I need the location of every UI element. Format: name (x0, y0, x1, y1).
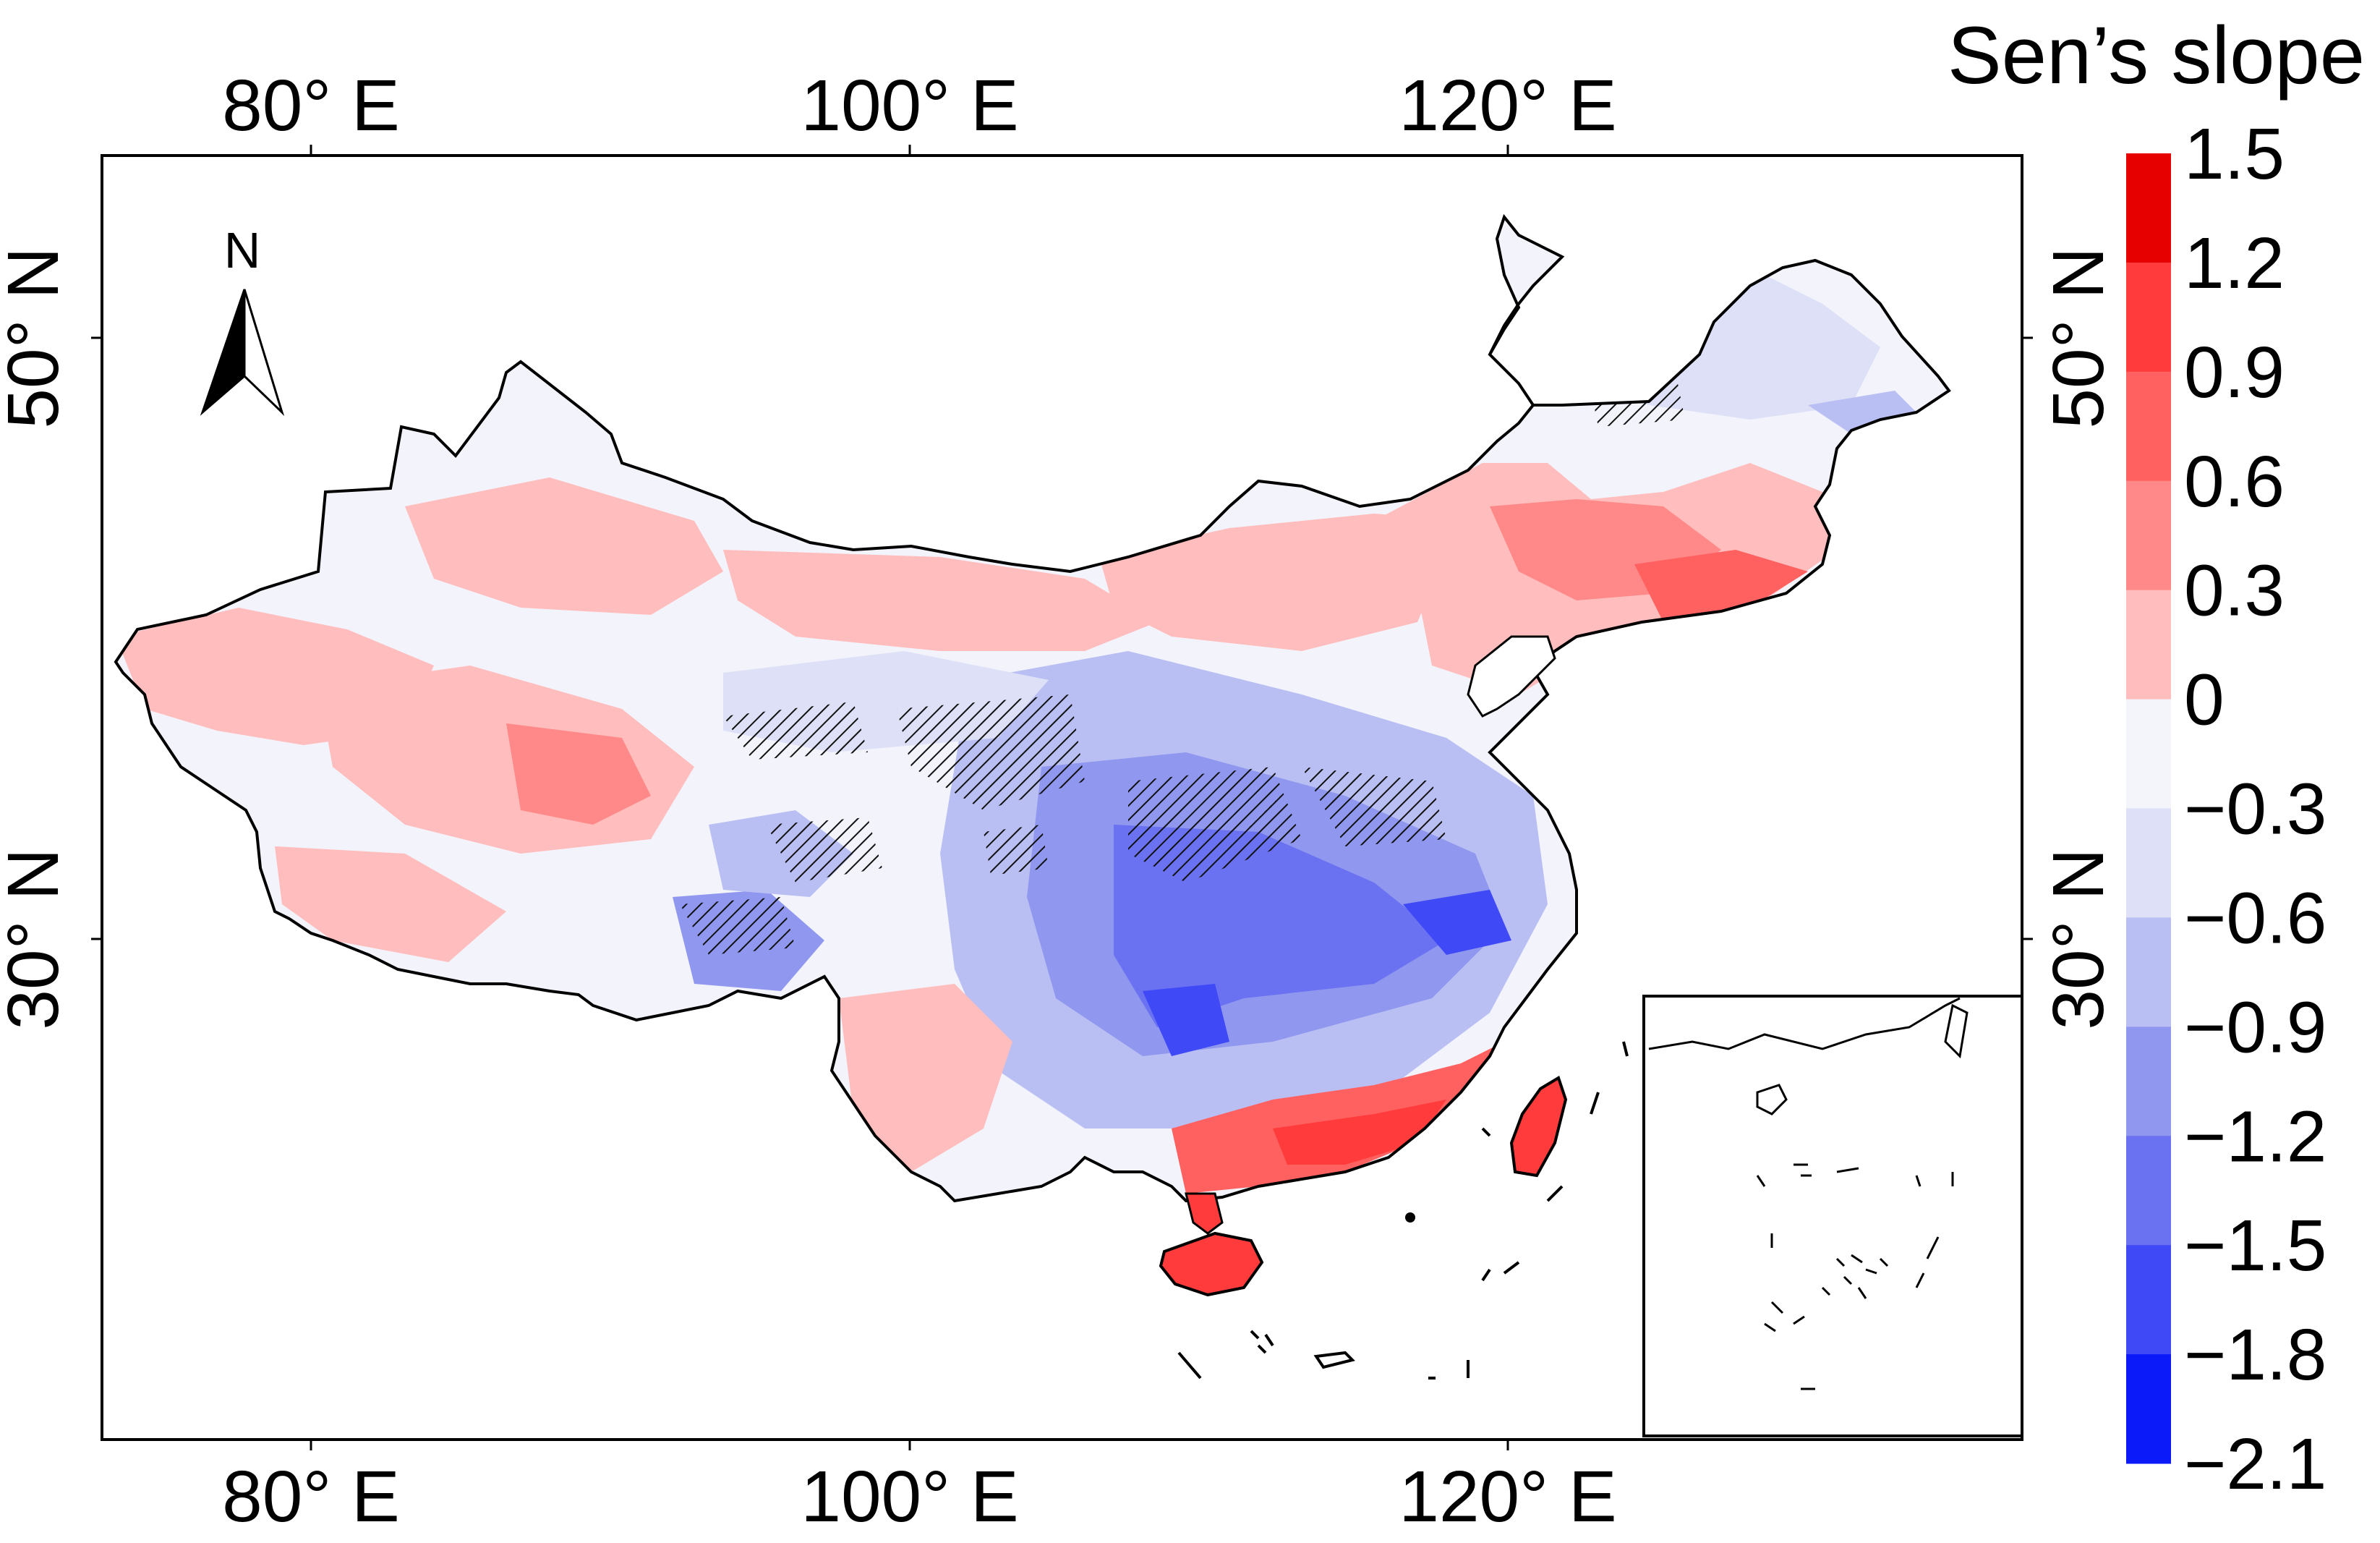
inset-map (1642, 995, 2023, 1437)
legend-tick-label: 0.3 (2184, 551, 2285, 632)
legend-tick-label: 1.5 (2184, 114, 2285, 195)
south-sea-islands (1177, 1041, 1629, 1380)
legend-swatch (2126, 1354, 2171, 1464)
legend-tick-label: −0.6 (2184, 877, 2326, 958)
right-label-30n: 30° N (2038, 848, 2119, 1029)
legend-swatch (2126, 917, 2171, 1027)
legend-swatch (2126, 1026, 2171, 1136)
north-arrow: N (200, 222, 285, 417)
leizhou-peninsula (1185, 1192, 1224, 1235)
right-label-50n: 50° N (2038, 247, 2119, 428)
legend-swatch (2126, 1136, 2171, 1246)
legend-swatch (2126, 371, 2171, 482)
north-arrow-label: N (224, 222, 261, 279)
legend-swatch (2126, 699, 2171, 809)
legend-tick-label: 1.2 (2184, 223, 2285, 304)
bottom-label-120e: 120° E (1399, 1456, 1616, 1537)
bottom-label-80e: 80° E (222, 1456, 400, 1537)
legend-swatch (2126, 808, 2171, 918)
hainan-island (1159, 1231, 1264, 1297)
legend-tick-label: −1.8 (2184, 1314, 2326, 1395)
left-label-50n: 50° N (0, 247, 74, 428)
top-label-80e: 80° E (222, 65, 400, 146)
bottom-label-100e: 100° E (801, 1456, 1018, 1537)
top-label-100e: 100° E (801, 65, 1018, 146)
legend-tick-label: −0.3 (2184, 769, 2326, 850)
left-label-30n: 30° N (0, 848, 74, 1029)
legend-swatch (2126, 262, 2171, 373)
legend-swatch (2126, 153, 2171, 263)
legend-tick-label: −1.2 (2184, 1096, 2326, 1177)
legend-tick-label: 0.9 (2184, 332, 2285, 413)
legend-tick-label: −2.1 (2184, 1424, 2326, 1505)
legend-swatch (2126, 590, 2171, 700)
legend-tick-label: −0.9 (2184, 987, 2326, 1068)
legend-title: Sen’s slope (1948, 10, 2365, 101)
bohai-sea (1467, 635, 1556, 718)
legend-tick-label: −1.5 (2184, 1205, 2326, 1286)
top-label-120e: 120° E (1399, 65, 1616, 146)
legend-tick-label: 0 (2184, 660, 2225, 741)
colorbar-legend: Sen’s slope 1.5 1.2 0.9 0.6 0.3 0 −0.3 −0.6 −0.9… (1948, 10, 2365, 1505)
legend-tick-label: 0.6 (2184, 441, 2285, 522)
legend-swatch (2126, 1245, 2171, 1355)
legend-swatch (2126, 480, 2171, 591)
taiwan-island (1509, 1076, 1568, 1178)
axis-ticks (91, 145, 2033, 1450)
legend-swatches (2126, 153, 2171, 1464)
legend-labels: 1.5 1.2 0.9 0.6 0.3 0 −0.3 −0.6 −0.9 −1.2 −1.5 −1.8… (2184, 114, 2326, 1505)
